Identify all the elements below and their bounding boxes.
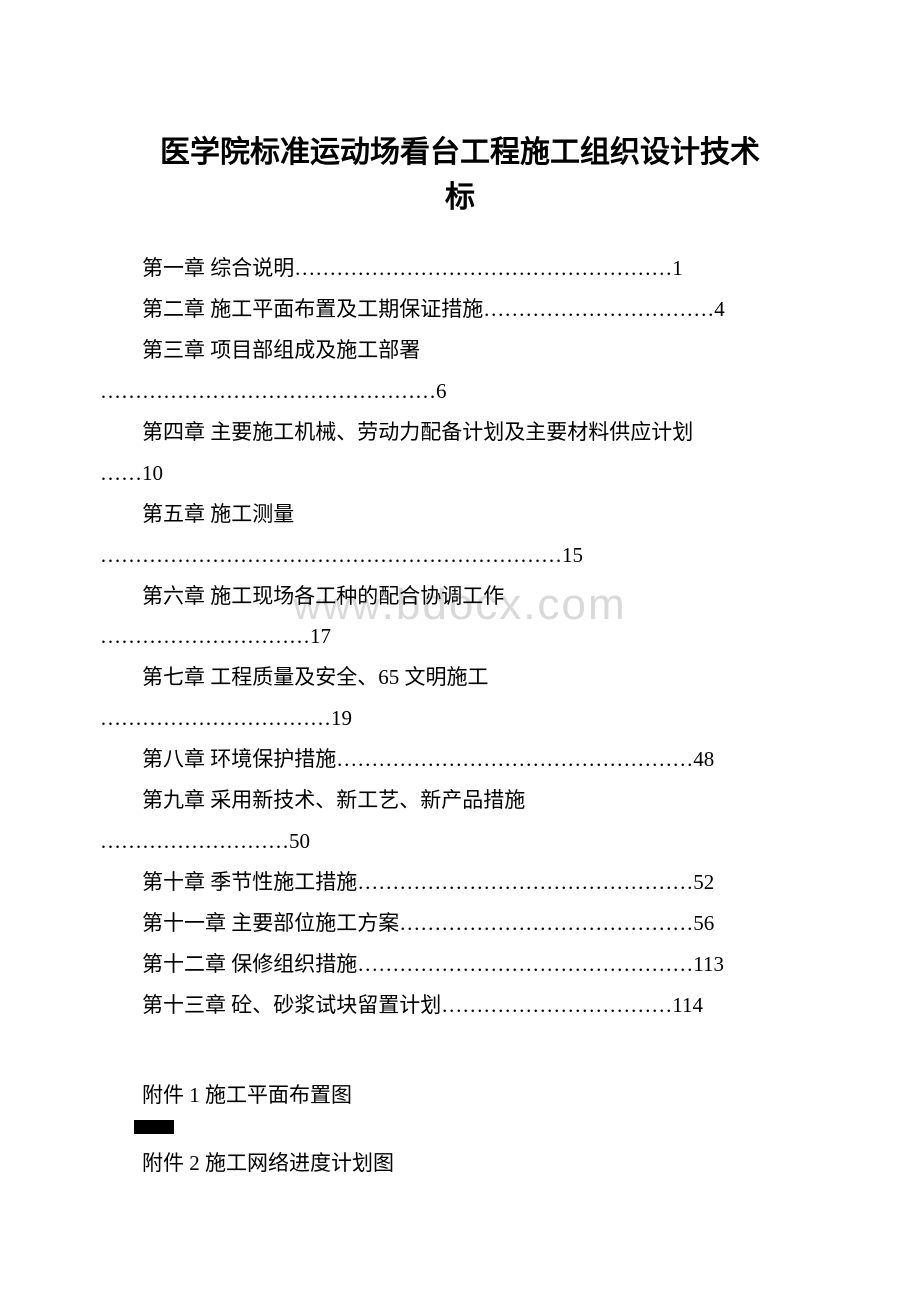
toc-item: 第八章 环境保护措施……………………………………………48 [100, 739, 820, 780]
document-page: 医学院标准运动场看台工程施工组织设计技术 标 第一章 综合说明………………………… [0, 0, 920, 1184]
attachment-item: 附件 2 施工网络进度计划图 [100, 1144, 820, 1184]
toc-item: 第四章 主要施工机械、劳动力配备计划及主要材料供应计划 [100, 412, 820, 453]
toc-item-continuation: …………………………………………………………15 [100, 535, 820, 576]
toc-item-continuation: …………………………17 [100, 616, 820, 657]
attachments-section: 附件 1 施工平面布置图 附件 2 施工网络进度计划图 [100, 1076, 820, 1184]
toc-item: 第十二章 保修组织措施…………………………………………113 [100, 944, 820, 985]
redaction-bar [134, 1120, 174, 1134]
toc-item: 第六章 施工现场各工种的配合协调工作 [100, 576, 820, 617]
toc-item-continuation: ……10 [100, 453, 820, 494]
toc-item: 第七章 工程质量及安全、65 文明施工 [100, 657, 820, 698]
toc-item: 第十三章 砼、砂浆试块留置计划……………………………114 [100, 985, 820, 1026]
toc-item: 第十章 季节性施工措施…………………………………………52 [100, 862, 820, 903]
attachment-item: 附件 1 施工平面布置图 [100, 1076, 820, 1116]
title-line-1: 医学院标准运动场看台工程施工组织设计技术 [160, 136, 760, 169]
table-of-contents: 第一章 综合说明………………………………………………1 第二章 施工平面布置及工… [100, 248, 820, 1026]
toc-item-continuation: ……………………………19 [100, 698, 820, 739]
toc-item: 第十一章 主要部位施工方案……………………………………56 [100, 903, 820, 944]
toc-item: 第三章 项目部组成及施工部署 [100, 330, 820, 371]
toc-item-continuation: …………………………………………6 [100, 371, 820, 412]
page-title: 医学院标准运动场看台工程施工组织设计技术 标 [100, 130, 820, 220]
toc-item-continuation: ………………………50 [100, 821, 820, 862]
toc-item: 第二章 施工平面布置及工期保证措施……………………………4 [100, 289, 820, 330]
toc-item: 第一章 综合说明………………………………………………1 [100, 248, 820, 289]
toc-item: 第五章 施工测量 [100, 494, 820, 535]
toc-item: 第九章 采用新技术、新工艺、新产品措施 [100, 780, 820, 821]
title-line-2: 标 [445, 181, 475, 214]
